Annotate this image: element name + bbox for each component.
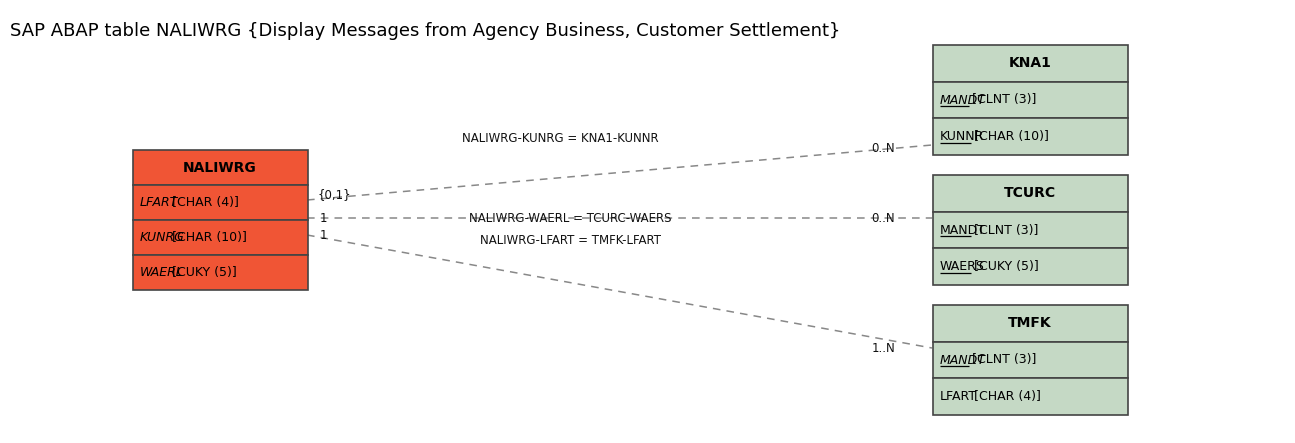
- Text: LFART: LFART: [939, 390, 976, 403]
- Text: KUNRG: KUNRG: [140, 231, 184, 244]
- Text: NALIWRG-LFART = TMFK-LFART: NALIWRG-LFART = TMFK-LFART: [479, 233, 660, 246]
- Text: 1: 1: [320, 211, 328, 225]
- Text: NALIWRG-KUNRG = KNA1-KUNNR: NALIWRG-KUNRG = KNA1-KUNNR: [462, 132, 658, 144]
- Text: 1: 1: [320, 229, 328, 241]
- Text: LFART: LFART: [140, 196, 177, 209]
- Text: WAERS: WAERS: [939, 260, 984, 273]
- Bar: [932, 342, 1128, 378]
- Text: [CUKY (5)]: [CUKY (5)]: [168, 266, 237, 279]
- Text: {0,1}: {0,1}: [319, 189, 352, 202]
- Bar: [132, 255, 307, 290]
- Text: MANDT: MANDT: [939, 224, 985, 237]
- Text: KNA1: KNA1: [1009, 56, 1052, 70]
- Text: [CLNT (3)]: [CLNT (3)]: [969, 354, 1037, 366]
- Bar: [132, 220, 307, 255]
- Text: NALIWRG-WAERL = TCURC-WAERS: NALIWRG-WAERL = TCURC-WAERS: [469, 211, 671, 225]
- Bar: [932, 45, 1128, 82]
- Text: [CHAR (4)]: [CHAR (4)]: [168, 196, 240, 209]
- Text: [CUKY (5)]: [CUKY (5)]: [970, 260, 1040, 273]
- Text: [CHAR (10)]: [CHAR (10)]: [168, 231, 247, 244]
- Text: TMFK: TMFK: [1009, 316, 1052, 330]
- Bar: [932, 378, 1128, 415]
- Bar: [932, 118, 1128, 155]
- Text: KUNNR: KUNNR: [939, 130, 984, 143]
- Text: [CLNT (3)]: [CLNT (3)]: [970, 224, 1039, 237]
- Text: [CLNT (3)]: [CLNT (3)]: [969, 93, 1037, 106]
- Bar: [932, 249, 1128, 285]
- Text: MANDT: MANDT: [939, 93, 985, 106]
- Bar: [932, 212, 1128, 249]
- Bar: [932, 175, 1128, 212]
- Text: 1..N: 1..N: [872, 342, 895, 354]
- Bar: [132, 185, 307, 220]
- Text: SAP ABAP table NALIWRG {Display Messages from Agency Business, Customer Settleme: SAP ABAP table NALIWRG {Display Messages…: [10, 22, 840, 40]
- Text: WAERL: WAERL: [140, 266, 184, 279]
- Text: [CHAR (4)]: [CHAR (4)]: [970, 390, 1041, 403]
- Bar: [932, 82, 1128, 118]
- Text: 0..N: 0..N: [872, 211, 895, 225]
- Bar: [132, 150, 307, 185]
- Text: [CHAR (10)]: [CHAR (10)]: [970, 130, 1049, 143]
- Text: NALIWRG: NALIWRG: [183, 160, 256, 175]
- Bar: [932, 305, 1128, 342]
- Text: MANDT: MANDT: [939, 354, 985, 366]
- Text: TCURC: TCURC: [1004, 187, 1055, 200]
- Text: 0..N: 0..N: [872, 141, 895, 155]
